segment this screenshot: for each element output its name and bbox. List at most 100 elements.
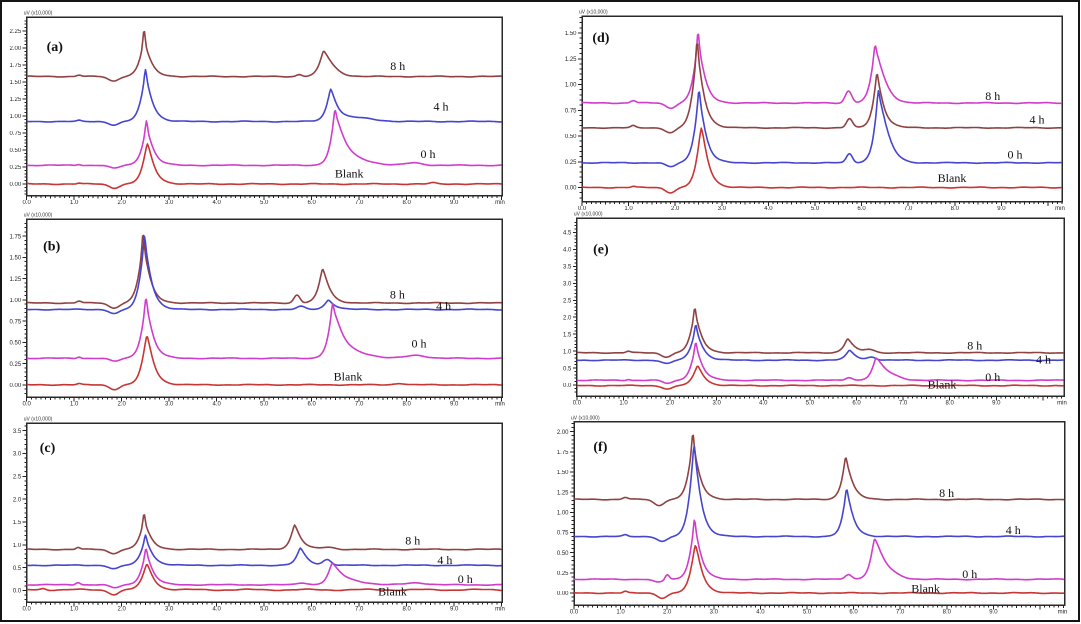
svg-text:min: min: [495, 607, 505, 613]
svg-text:Blank: Blank: [334, 370, 363, 384]
svg-text:0.00: 0.00: [557, 591, 569, 597]
svg-text:0.0: 0.0: [23, 200, 32, 206]
svg-text:0.0: 0.0: [23, 607, 32, 613]
svg-text:uV (x10,000): uV (x10,000): [24, 417, 53, 423]
svg-text:5.0: 5.0: [806, 401, 815, 407]
svg-text:1.25: 1.25: [10, 277, 22, 283]
svg-text:4.0: 4.0: [213, 402, 222, 408]
svg-text:2.0: 2.0: [666, 401, 675, 407]
svg-text:1.00: 1.00: [565, 83, 577, 89]
svg-text:3.0: 3.0: [563, 282, 572, 288]
svg-text:0.75: 0.75: [565, 108, 577, 114]
svg-text:Blank: Blank: [911, 581, 940, 595]
svg-text:0.0: 0.0: [23, 402, 32, 408]
svg-text:2.00: 2.00: [557, 430, 569, 436]
svg-text:min: min: [495, 402, 505, 408]
svg-text:1.00: 1.00: [10, 114, 22, 120]
svg-text:8.0: 8.0: [946, 401, 955, 407]
svg-text:5.0: 5.0: [260, 402, 269, 408]
svg-text:1.0: 1.0: [70, 607, 79, 613]
svg-text:1.75: 1.75: [10, 63, 22, 69]
svg-text:4 h: 4 h: [1006, 523, 1021, 537]
svg-text:1.0: 1.0: [616, 610, 625, 616]
svg-text:8 h: 8 h: [390, 59, 405, 73]
svg-text:8 h: 8 h: [967, 339, 982, 353]
svg-text:6.0: 6.0: [852, 401, 861, 407]
svg-text:uV (x10,000): uV (x10,000): [24, 213, 53, 219]
svg-text:min: min: [1058, 610, 1068, 616]
svg-text:9.0: 9.0: [450, 402, 459, 408]
svg-text:4 h: 4 h: [434, 100, 449, 114]
svg-text:6.0: 6.0: [857, 206, 866, 212]
svg-text:1.5: 1.5: [563, 332, 572, 338]
svg-text:3.0: 3.0: [718, 206, 727, 212]
svg-text:1.00: 1.00: [10, 298, 22, 304]
svg-text:8.0: 8.0: [403, 402, 412, 408]
svg-text:3.5: 3.5: [13, 429, 22, 435]
svg-text:(a): (a): [47, 40, 64, 55]
svg-text:0.75: 0.75: [10, 319, 22, 325]
svg-text:min: min: [1055, 206, 1065, 212]
svg-text:9.0: 9.0: [992, 401, 1001, 407]
svg-text:0.0: 0.0: [578, 206, 587, 212]
svg-text:5.0: 5.0: [260, 607, 269, 613]
svg-text:7.0: 7.0: [355, 200, 364, 206]
svg-text:3.0: 3.0: [710, 610, 719, 616]
svg-text:7.0: 7.0: [896, 610, 905, 616]
svg-text:8.0: 8.0: [403, 200, 412, 206]
svg-text:min: min: [1057, 401, 1067, 407]
svg-text:8 h: 8 h: [405, 533, 420, 547]
svg-text:1.0: 1.0: [13, 543, 22, 549]
svg-text:2.0: 2.0: [563, 315, 572, 321]
svg-text:0.0: 0.0: [573, 401, 582, 407]
svg-text:1.0: 1.0: [70, 402, 79, 408]
svg-text:9.0: 9.0: [450, 200, 459, 206]
svg-text:uV (x10,000): uV (x10,000): [574, 212, 603, 218]
svg-text:5.0: 5.0: [803, 610, 812, 616]
svg-text:6.0: 6.0: [308, 402, 317, 408]
svg-text:1.50: 1.50: [10, 256, 22, 262]
svg-text:8 h: 8 h: [390, 288, 405, 302]
svg-text:(c): (c): [40, 441, 56, 456]
svg-text:1.0: 1.0: [624, 206, 633, 212]
svg-text:3.0: 3.0: [13, 452, 22, 458]
svg-text:4.0: 4.0: [764, 206, 773, 212]
svg-text:4.5: 4.5: [563, 231, 572, 237]
svg-text:4.0: 4.0: [756, 610, 765, 616]
svg-text:1.0: 1.0: [563, 349, 572, 355]
svg-text:7.0: 7.0: [904, 206, 913, 212]
svg-text:6.0: 6.0: [308, 607, 317, 613]
svg-text:0.50: 0.50: [557, 551, 569, 557]
svg-text:0.00: 0.00: [10, 383, 22, 389]
svg-text:3.0: 3.0: [165, 402, 174, 408]
svg-text:Blank: Blank: [378, 584, 407, 598]
svg-text:(b): (b): [43, 240, 60, 255]
svg-text:6.0: 6.0: [308, 200, 317, 206]
svg-text:1.25: 1.25: [557, 490, 569, 496]
svg-text:6.0: 6.0: [849, 610, 858, 616]
svg-text:2.5: 2.5: [563, 298, 572, 304]
svg-text:0.25: 0.25: [565, 160, 577, 166]
svg-text:2.0: 2.0: [663, 610, 672, 616]
svg-text:4 h: 4 h: [436, 299, 451, 313]
svg-text:9.0: 9.0: [989, 610, 998, 616]
svg-text:2.0: 2.0: [118, 200, 127, 206]
svg-text:1.5: 1.5: [13, 520, 22, 526]
svg-text:1.0: 1.0: [619, 401, 628, 407]
svg-text:3.0: 3.0: [165, 607, 174, 613]
svg-text:8 h: 8 h: [939, 486, 954, 500]
svg-text:7.0: 7.0: [899, 401, 908, 407]
svg-text:0.50: 0.50: [565, 134, 577, 140]
svg-text:4 h: 4 h: [437, 553, 452, 567]
svg-text:(e): (e): [593, 242, 609, 257]
svg-text:8.0: 8.0: [943, 610, 952, 616]
svg-text:(f): (f): [593, 440, 607, 455]
svg-text:2.0: 2.0: [118, 402, 127, 408]
svg-text:9.0: 9.0: [450, 607, 459, 613]
svg-text:1.50: 1.50: [10, 80, 22, 86]
svg-text:4 h: 4 h: [1036, 353, 1051, 367]
svg-text:0 h: 0 h: [985, 370, 1000, 384]
svg-text:4 h: 4 h: [1030, 113, 1045, 127]
svg-text:1.00: 1.00: [557, 511, 569, 517]
svg-text:0.0: 0.0: [13, 589, 22, 595]
